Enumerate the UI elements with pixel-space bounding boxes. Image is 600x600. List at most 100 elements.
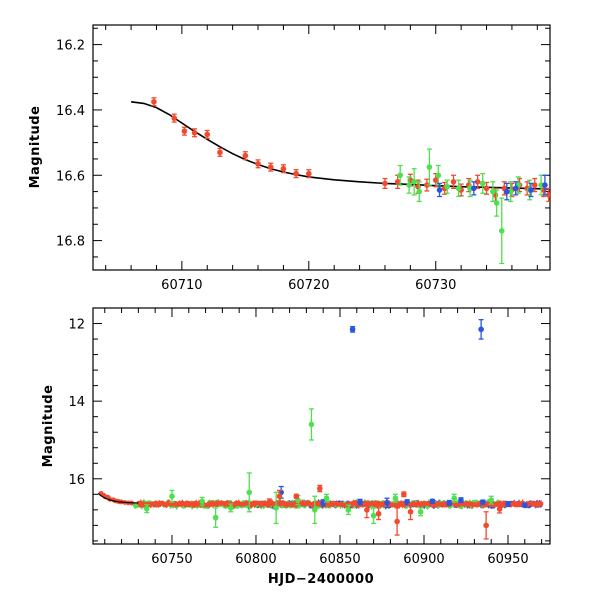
x-tick-label: 60950 bbox=[487, 552, 528, 567]
red-data-point bbox=[181, 128, 188, 134]
y-tick-label: 16.6 bbox=[56, 169, 85, 184]
top-panel-model-curve bbox=[130, 100, 551, 190]
red-data-point bbox=[266, 499, 273, 505]
blue-data-point bbox=[429, 498, 436, 505]
x-tick-label: 60800 bbox=[235, 552, 276, 567]
green-data-point bbox=[308, 421, 315, 428]
x-tick-label: 60730 bbox=[415, 278, 456, 293]
red-data-point bbox=[450, 179, 457, 185]
green-data-point bbox=[416, 188, 423, 195]
blue-data-point bbox=[446, 500, 452, 506]
x-tick-label: 60900 bbox=[403, 552, 444, 567]
blue-data-point bbox=[512, 185, 519, 192]
bottom-panel-ticks bbox=[93, 307, 550, 544]
red-data-point bbox=[217, 149, 223, 156]
green-data-point bbox=[479, 180, 486, 187]
red-data-point bbox=[394, 179, 401, 185]
red-data-point bbox=[306, 170, 312, 177]
green-data-point bbox=[392, 495, 399, 501]
green-data-point bbox=[488, 497, 494, 503]
blue-data-point bbox=[504, 188, 510, 195]
red-data-point bbox=[483, 522, 489, 529]
red-data-point bbox=[483, 185, 490, 192]
early-model-curve bbox=[97, 492, 139, 504]
green-data-point bbox=[426, 164, 433, 170]
y-tick-label: 14 bbox=[68, 395, 85, 410]
y-tick-label: 16.8 bbox=[56, 235, 85, 250]
green-data-point bbox=[435, 172, 442, 179]
green-data-point bbox=[406, 182, 412, 188]
red-data-point bbox=[401, 491, 407, 498]
blue-data-point bbox=[357, 499, 363, 505]
y-tick-label: 16 bbox=[68, 473, 85, 488]
green-data-point bbox=[273, 505, 279, 511]
red-data-point bbox=[267, 164, 274, 170]
red-data-point bbox=[364, 507, 370, 513]
red-data-point bbox=[255, 161, 261, 167]
green-data-point bbox=[493, 200, 500, 206]
red-data-point bbox=[242, 152, 249, 159]
red-data-point bbox=[432, 177, 439, 183]
bottom-panel-tick-labels: 60750 60800 60850 60900 60950 12 14 16 bbox=[68, 318, 528, 567]
bottom-panel-data-points bbox=[97, 318, 544, 540]
green-data-point bbox=[451, 495, 458, 501]
red-data-point bbox=[474, 179, 481, 185]
blue-data-point bbox=[528, 187, 534, 193]
bottom-panel: 60750 60800 60850 60900 60950 12 14 16 Magnitud… bbox=[41, 307, 551, 587]
blue-data-point bbox=[505, 501, 511, 507]
green-data-point bbox=[417, 508, 424, 515]
green-data-point bbox=[199, 498, 206, 505]
top-panel: 60710 60720 60730 16.2 16.4 16.6 16.8 Magnitud… bbox=[28, 24, 551, 293]
green-data-point bbox=[323, 495, 330, 501]
red-data-point bbox=[375, 510, 382, 517]
top-panel-frame bbox=[92, 24, 551, 271]
red-data-point bbox=[151, 98, 157, 105]
blue-data-point bbox=[349, 326, 356, 333]
green-data-point bbox=[455, 185, 462, 192]
red-data-point bbox=[496, 506, 503, 512]
blue-data-point bbox=[436, 187, 443, 193]
bottom-panel-y-axis-label: Magnitude bbox=[41, 385, 56, 468]
red-data-point bbox=[293, 170, 299, 177]
green-data-point bbox=[397, 172, 404, 179]
blue-data-point bbox=[479, 499, 486, 505]
model-curve-line bbox=[130, 100, 551, 190]
y-tick-label: 12 bbox=[68, 318, 85, 333]
green-data-point bbox=[311, 507, 318, 513]
top-panel-tick-labels: 60710 60720 60730 16.2 16.4 16.6 16.8 bbox=[56, 39, 456, 293]
green-data-point bbox=[143, 505, 150, 512]
red-data-point bbox=[424, 182, 430, 188]
green-data-point bbox=[246, 489, 253, 496]
blue-data-point bbox=[471, 185, 477, 192]
red-data-point bbox=[276, 493, 283, 500]
red-data-point bbox=[204, 131, 211, 138]
red-data-point bbox=[382, 180, 388, 187]
blue-data-point bbox=[478, 326, 484, 333]
red-data-point bbox=[280, 165, 287, 172]
green-data-point bbox=[169, 493, 175, 500]
red-data-point bbox=[317, 485, 323, 492]
bottom-panel-frame bbox=[92, 307, 551, 545]
blue-data-point bbox=[458, 497, 464, 503]
green-data-point bbox=[411, 179, 417, 185]
red-data-point bbox=[545, 192, 550, 198]
blue-data-point bbox=[320, 500, 326, 506]
red-data-point bbox=[293, 493, 300, 500]
x-tick-label: 60750 bbox=[151, 552, 192, 567]
red-data-point bbox=[394, 518, 400, 525]
x-tick-label: 60850 bbox=[319, 552, 360, 567]
baseline-point bbox=[538, 501, 544, 506]
top-panel-data-points bbox=[151, 97, 550, 265]
y-tick-label: 16.4 bbox=[56, 104, 85, 119]
red-data-point bbox=[191, 130, 198, 136]
red-data-point bbox=[407, 508, 414, 515]
blue-data-point bbox=[542, 182, 548, 188]
x-tick-label: 60720 bbox=[288, 278, 329, 293]
green-data-point bbox=[212, 514, 219, 521]
top-panel-y-axis-label: Magnitude bbox=[28, 106, 43, 189]
green-data-point bbox=[345, 507, 352, 513]
green-data-point bbox=[498, 228, 505, 234]
top-panel-ticks bbox=[93, 25, 550, 270]
green-data-point bbox=[444, 183, 450, 190]
